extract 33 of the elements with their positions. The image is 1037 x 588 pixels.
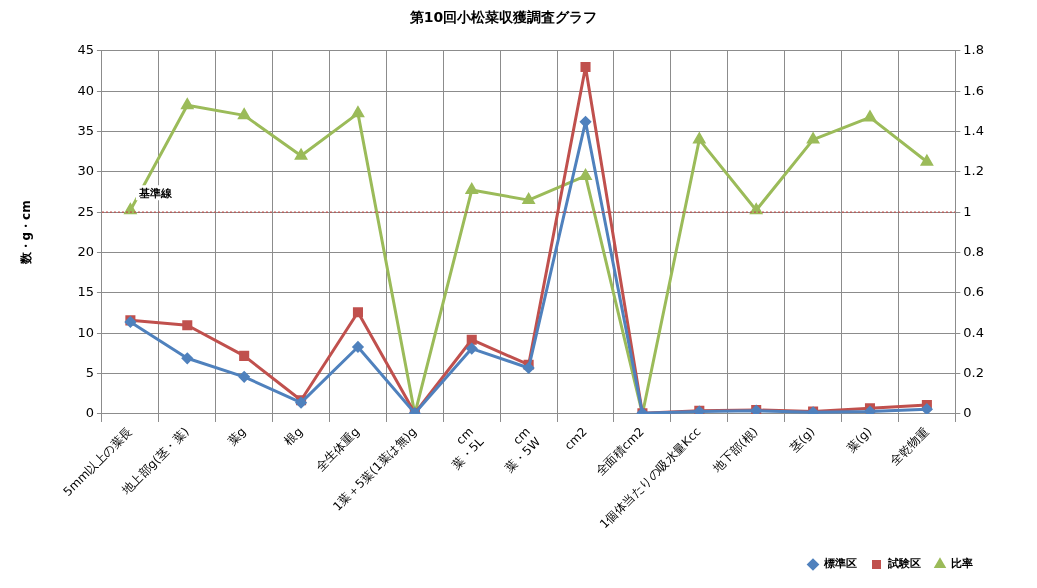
ref-line-label: 基準線 [137,186,173,200]
y2-tick-label: 1.2 [963,163,985,179]
legend-label: 試験区 [886,557,921,571]
y2-tick-label: 1.6 [963,82,985,98]
y-tick-label: 35 [77,122,94,138]
y2-tick-label: 1.4 [963,122,985,138]
y-tick-label: 45 [77,42,94,58]
legend-label: 比率 [951,557,973,571]
y2-tick-label: 0.2 [963,365,985,380]
y-tick-label: 20 [77,243,94,259]
y-tick-label: 5 [85,365,94,380]
chart-title: 第10回小松菜収獲調査グラフ [408,9,598,26]
y-tick-label: 0 [85,405,94,421]
y2-tick-label: 1.8 [963,42,985,58]
x-tick-label: 根g [281,424,306,449]
y2-tick-label: 1 [963,203,972,219]
x-tick-label: 茎(g) [787,424,818,455]
y-tick-label: 30 [77,163,94,179]
x-tick-label: 葉g [224,424,249,449]
x-tick-label: 全乾物重 [887,424,932,469]
y2-tick-label: 0.6 [963,284,985,300]
y2-tick-label: 0 [963,405,972,421]
legend-label: 標準区 [823,557,857,571]
y2-tick-label: 0.8 [963,243,985,259]
y-tick-label: 40 [77,82,94,98]
y-tick-label: 10 [77,324,94,340]
x-tick-label: 地下部(根) [709,424,761,476]
y-axis-title: 数・g・cm [19,200,34,266]
y-tick-label: 25 [77,203,94,219]
x-tick-label: 全生体重g [313,424,363,474]
y-tick-label: 15 [77,284,94,300]
y2-tick-label: 0.4 [963,324,985,340]
x-tick-label: 葉(g) [843,424,875,455]
